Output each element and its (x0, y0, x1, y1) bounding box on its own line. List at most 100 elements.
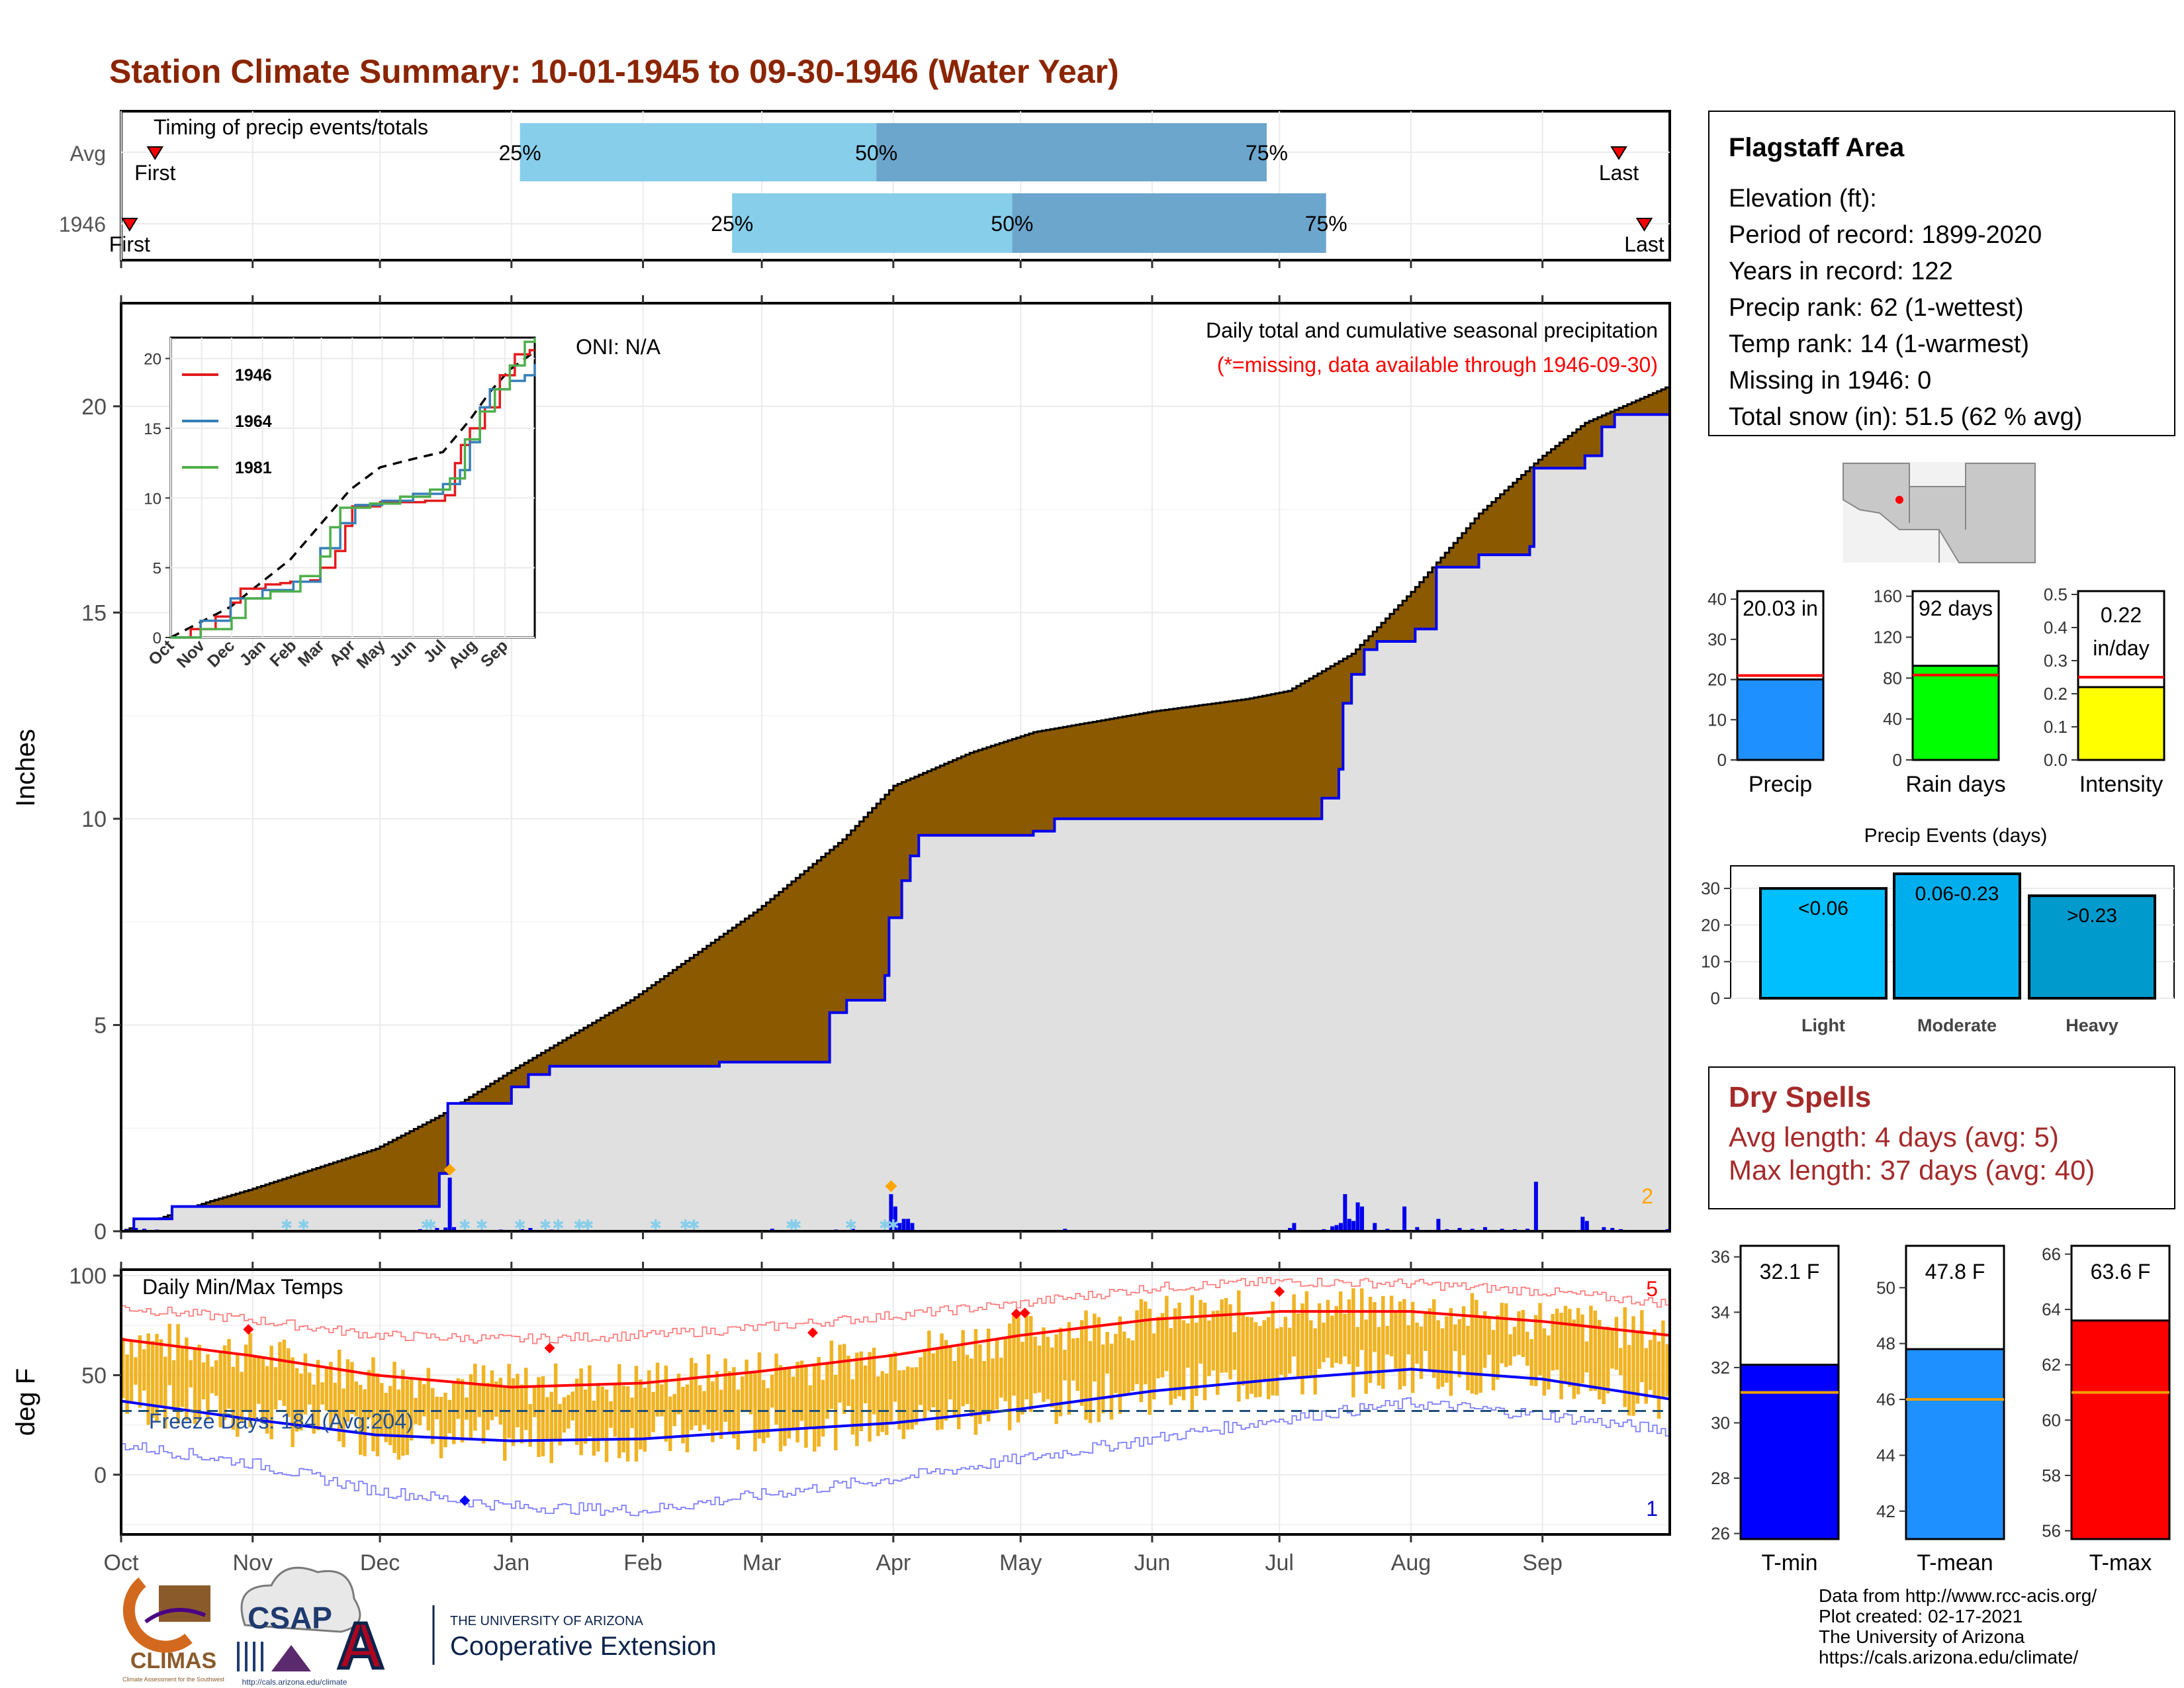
daily-temp-bar (257, 1357, 261, 1404)
daily-temp-bar (1012, 1314, 1016, 1396)
daily-temp-bar (1606, 1327, 1610, 1393)
month-tick-label: Apr (876, 1550, 911, 1575)
temp-bar-y-tick: 48 (1876, 1334, 1895, 1354)
temp-bar-label: T-max (2089, 1550, 2152, 1575)
timing-bar-25-50 (732, 193, 1013, 253)
daily-temp-bar (1538, 1303, 1542, 1376)
temp-bar-label: T-min (1762, 1550, 1818, 1575)
daily-temp-bar (1368, 1296, 1373, 1383)
precip-y-axis-label: Inches (11, 729, 40, 807)
max-precip-marker (443, 1163, 456, 1176)
temp-bar-y-tick: 28 (1711, 1468, 1730, 1488)
daily-temp-bar (651, 1391, 655, 1432)
summary-bar-label: Precip (1749, 772, 1812, 797)
daily-temp-bar (1364, 1319, 1368, 1394)
temp-bar-y-tick: 62 (2042, 1355, 2061, 1375)
daily-precip-bar (1415, 1227, 1420, 1231)
timing-last-marker (1610, 146, 1627, 160)
daily-temp-bar (923, 1350, 927, 1419)
snow-mark: ✱ (539, 1217, 551, 1233)
daily-precip-bar (1288, 1228, 1293, 1231)
daily-temp-bar (1385, 1326, 1389, 1355)
daily-temp-bar (1042, 1327, 1046, 1402)
summary-bar-rain-days: 0 40 80 120 160 92 days Rain days (1874, 586, 2006, 797)
daily-temp-bar (982, 1361, 986, 1416)
daily-temp-bar (884, 1373, 889, 1435)
oni-label: ONI: N/A (576, 335, 661, 359)
daily-temp-bar (1003, 1338, 1007, 1401)
temp-bar-y-tick: 36 (1711, 1247, 1730, 1267)
daily-temp-bar (1144, 1301, 1148, 1385)
daily-precip-bar (1330, 1226, 1335, 1231)
snow-mark: ✱ (844, 1217, 856, 1233)
daily-temp-bar (613, 1383, 617, 1437)
station-info-line: Temp rank: 14 (1-warmest) (1729, 330, 2029, 358)
month-tick-label: Feb (623, 1550, 662, 1575)
record-hot-marker (1011, 1308, 1022, 1319)
daily-precip-bar (1610, 1228, 1615, 1231)
daily-temp-bar (617, 1364, 621, 1458)
daily-temp-bar (1016, 1315, 1021, 1423)
daily-temp-bar (723, 1358, 727, 1422)
daily-temp-bar (1148, 1309, 1152, 1415)
daily-temp-bar (320, 1382, 324, 1405)
daily-temp-bar (1491, 1330, 1496, 1391)
daily-temp-bar (299, 1373, 303, 1430)
daily-temp-bar (163, 1356, 167, 1429)
summary-bar-y-tick: 40 (1707, 589, 1727, 609)
timing-first-marker (121, 218, 138, 232)
daily-temp-bar (324, 1366, 329, 1411)
daily-temp-bar (906, 1366, 910, 1430)
daily-temp-bar (1343, 1313, 1347, 1357)
daily-temp-bar (553, 1363, 558, 1440)
daily-temp-bar (850, 1379, 855, 1435)
daily-temp-bar (1572, 1319, 1576, 1399)
summary-bar-precip: 0 10 20 30 40 20.03 in Precip (1707, 589, 1825, 797)
timing-bar-50-75 (1012, 193, 1326, 253)
daily-temp-bar (970, 1358, 974, 1417)
daily-temp-bar (727, 1371, 732, 1432)
temp-bar-value: 32.1 F (1760, 1260, 1820, 1284)
daily-temp-bar (698, 1385, 702, 1431)
daily-temp-bar (1177, 1302, 1181, 1397)
daily-temp-bar (1428, 1308, 1432, 1370)
snow-mark: ✱ (420, 1217, 432, 1233)
daily-temp-bar (511, 1378, 516, 1446)
daily-temp-bar (1440, 1328, 1445, 1387)
daily-temp-bar (1402, 1299, 1406, 1386)
temp-bar-y-tick: 46 (1876, 1389, 1895, 1409)
station-info-box: Flagstaff Area Elevation (ft): Period of … (1708, 111, 2175, 436)
daily-temp-bar (341, 1388, 345, 1448)
daily-temp-bar (1449, 1308, 1453, 1396)
daily-temp-bar (948, 1346, 952, 1400)
inset-y-tick-label: 5 (153, 560, 161, 578)
daily-temp-bar (396, 1389, 401, 1460)
temp-bar-fill (1739, 1364, 1840, 1540)
daily-temp-bar (1258, 1326, 1262, 1397)
daily-temp-bar (142, 1349, 146, 1391)
month-tick-label: Sep (1522, 1550, 1563, 1575)
temp-bar-y-tick: 58 (2042, 1466, 2061, 1485)
daily-temp-bar (129, 1340, 134, 1402)
daily-temp-bar (956, 1346, 961, 1429)
daily-temp-bar (456, 1378, 460, 1419)
timing-p50-label: 50% (991, 212, 1033, 236)
daily-temp-bar (808, 1385, 813, 1429)
events-y-tick-label: 20 (1701, 915, 1720, 935)
daily-temp-bar (855, 1352, 859, 1446)
credit-line: Plot created: 02-17-2021 (1819, 1606, 2023, 1626)
summary-bar-label: Intensity (2079, 772, 2163, 797)
daily-temp-bar (1152, 1333, 1156, 1400)
daily-precip-bar (435, 1228, 439, 1231)
month-tick-label: Nov (233, 1550, 273, 1575)
daily-temp-bar (600, 1386, 604, 1439)
record-hot-marker (243, 1324, 254, 1335)
temp-y-tick-label: 50 (81, 1363, 107, 1388)
daily-temp-bar (1054, 1334, 1058, 1425)
precip-y-tick-label: 5 (94, 1013, 107, 1038)
month-tick-label: Jan (493, 1550, 529, 1575)
daily-temp-bar (791, 1376, 796, 1429)
summary-bar-fill (2077, 686, 2165, 761)
daily-temp-bar (706, 1354, 711, 1430)
daily-temp-bar (1610, 1328, 1614, 1369)
